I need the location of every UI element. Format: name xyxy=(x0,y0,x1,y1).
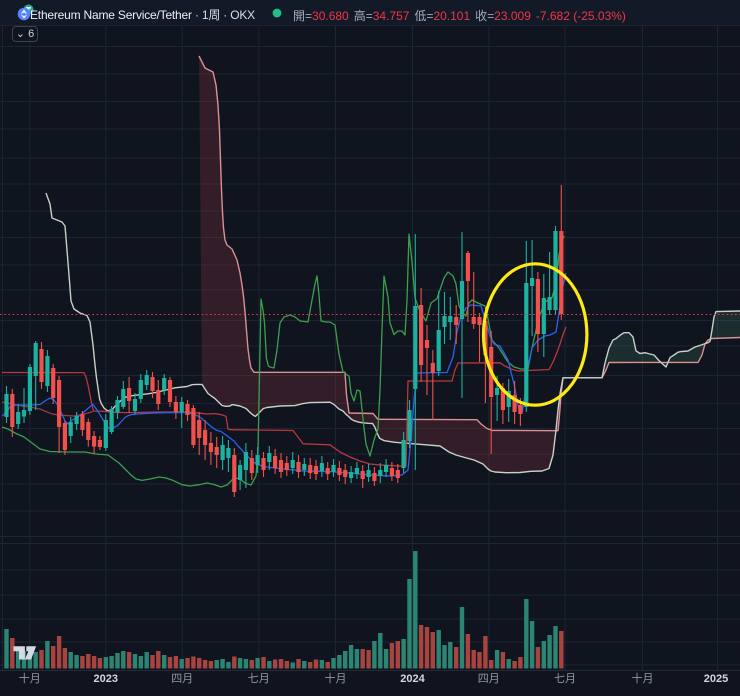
svg-text:四月: 四月 xyxy=(171,673,193,685)
svg-text:十月: 十月 xyxy=(632,671,654,685)
svg-text:十月: 十月 xyxy=(19,671,41,685)
svg-text:四月: 四月 xyxy=(478,673,500,685)
svg-text:七月: 七月 xyxy=(554,672,576,685)
svg-text:2025: 2025 xyxy=(704,673,728,685)
svg-text:七月: 七月 xyxy=(248,672,270,685)
svg-text:十月: 十月 xyxy=(325,671,347,685)
svg-text:2024: 2024 xyxy=(400,673,425,685)
svg-text:2023: 2023 xyxy=(94,673,118,685)
